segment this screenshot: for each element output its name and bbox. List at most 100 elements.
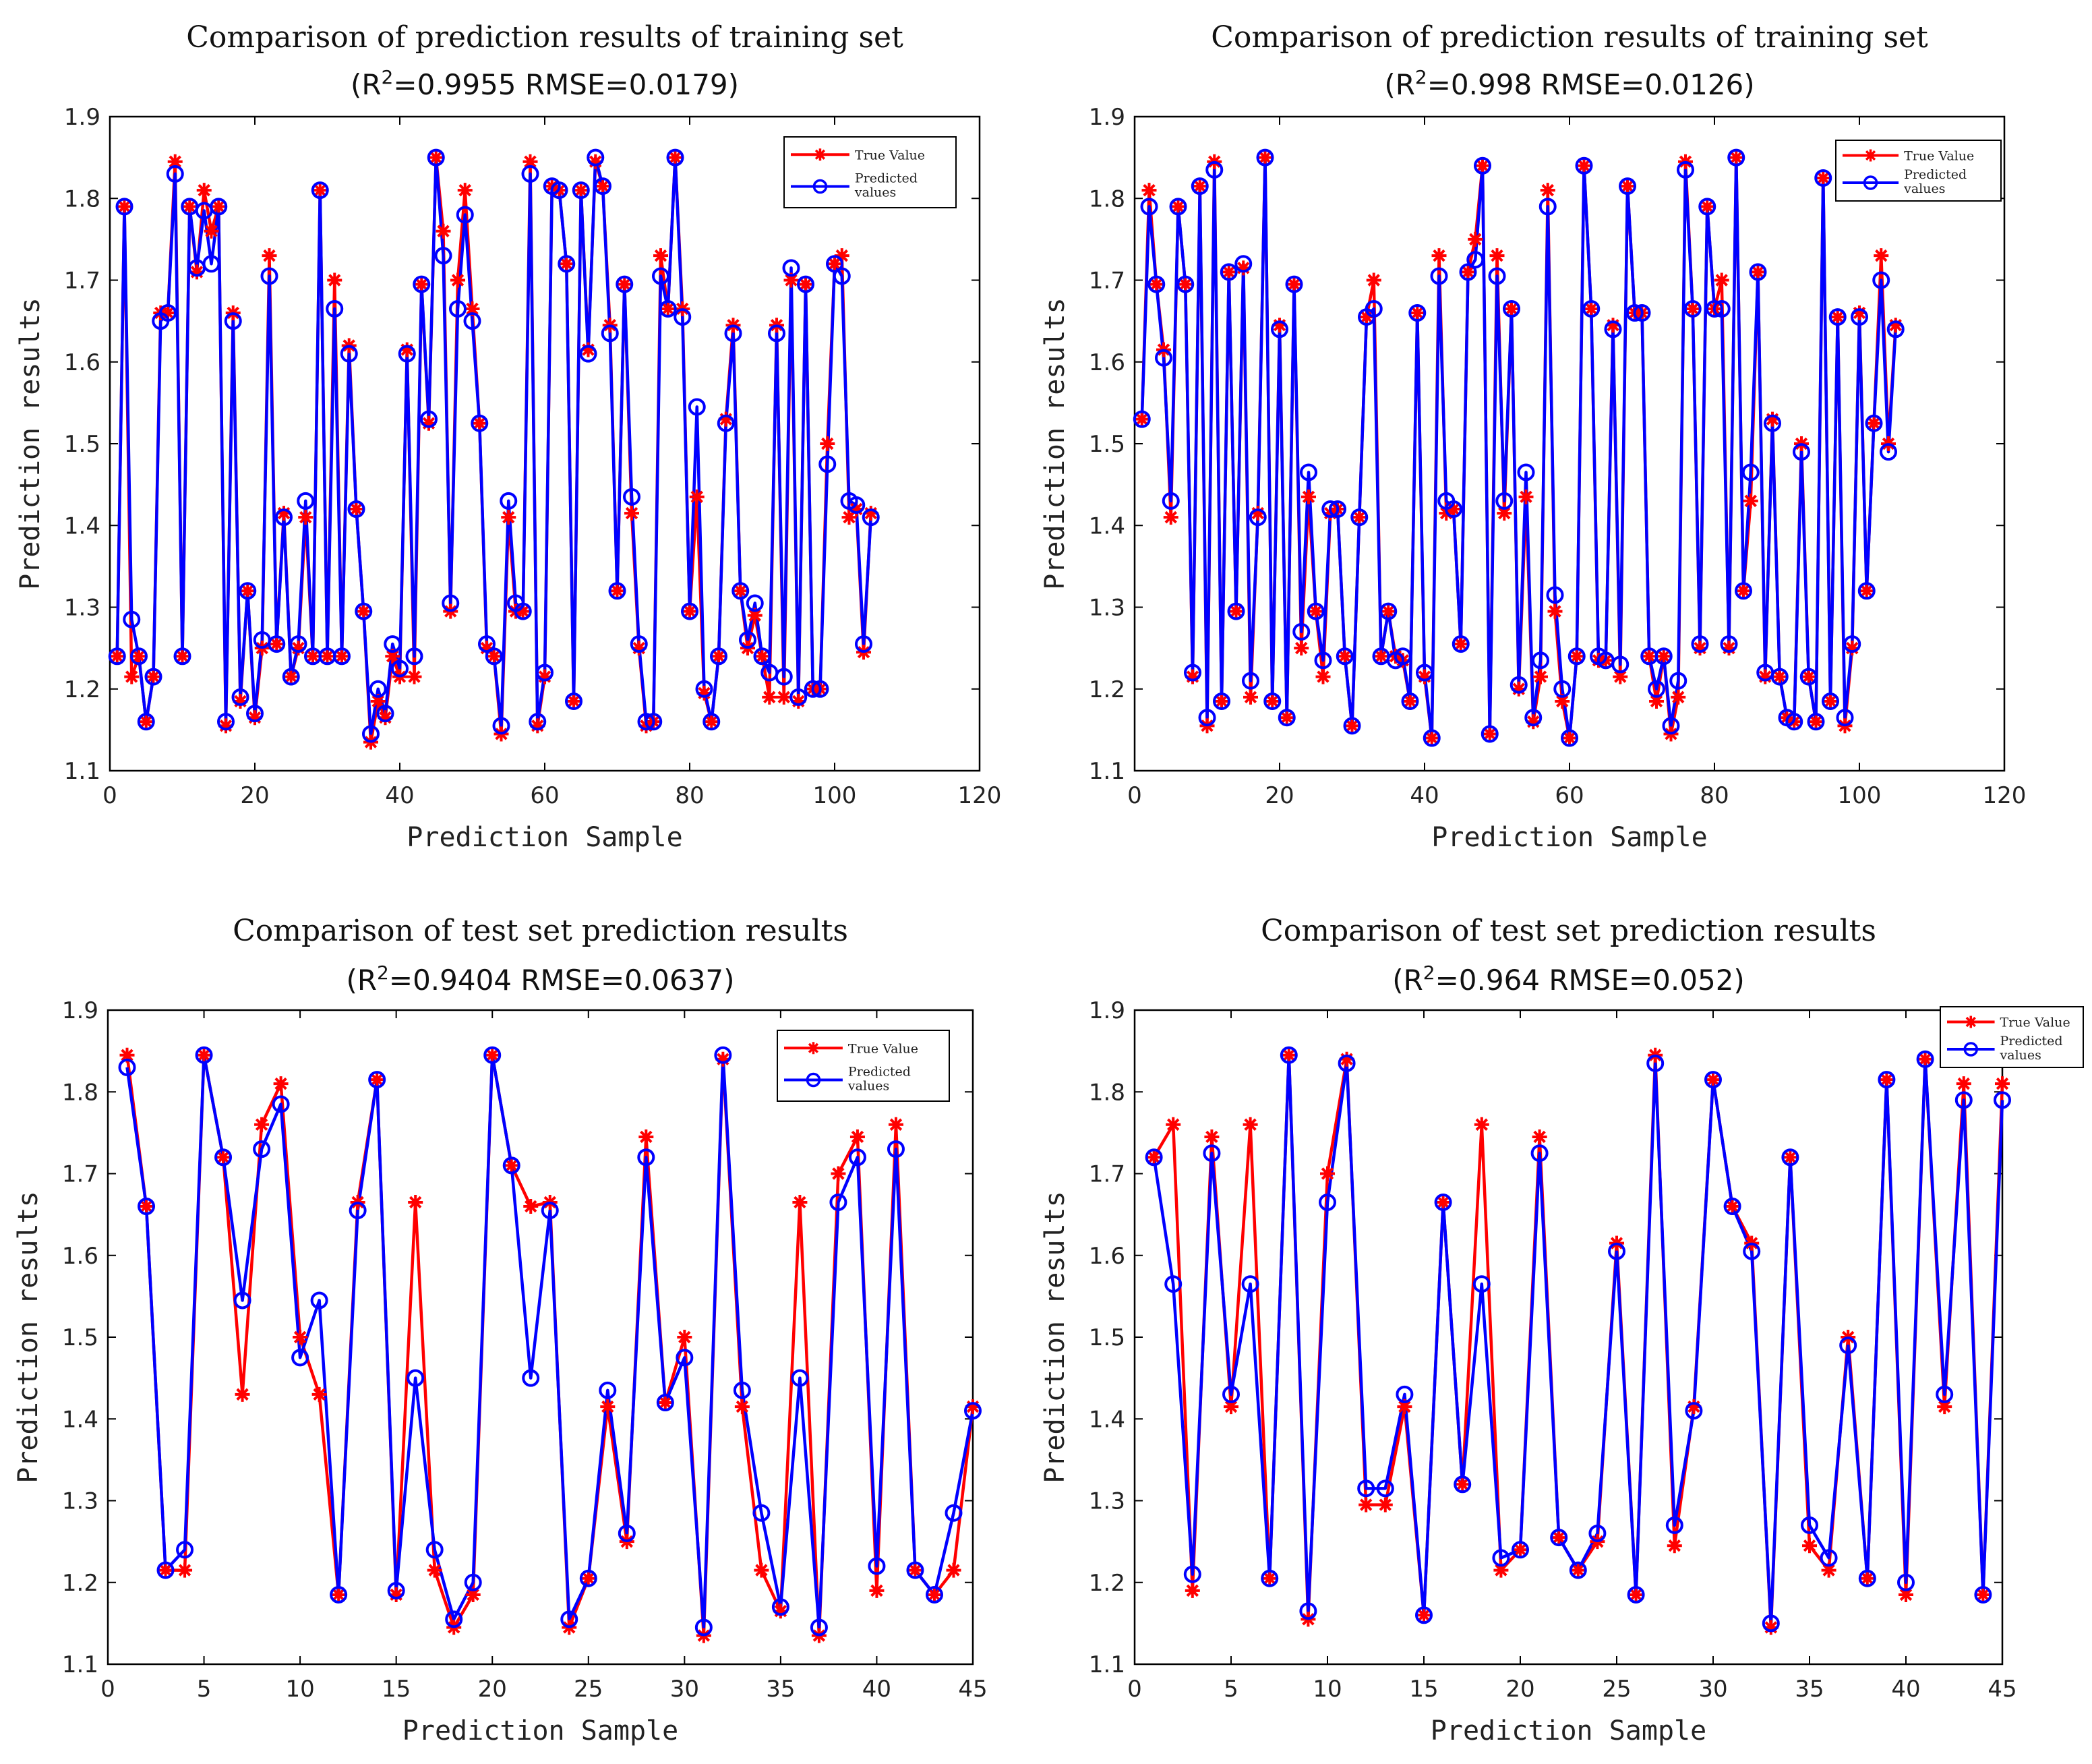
true-value-marker xyxy=(349,502,364,517)
predicted-value-marker xyxy=(1510,676,1528,694)
predicted-value-marker xyxy=(1814,169,1832,187)
true-value-marker xyxy=(428,150,444,165)
predicted-value-marker xyxy=(502,1156,520,1175)
true-value-marker xyxy=(312,183,328,198)
legend-label-predicted-values: Predicted values xyxy=(2000,1034,2063,1063)
true-value-marker xyxy=(1281,1047,1296,1063)
legend-circle-icon xyxy=(812,179,828,194)
predicted-value-marker xyxy=(1191,177,1209,196)
predicted-value-marker xyxy=(214,1148,233,1167)
predicted-value-marker xyxy=(123,610,141,628)
true-value-marker xyxy=(1555,693,1570,709)
legend-label-line: values xyxy=(854,185,896,200)
true-value-marker xyxy=(1243,689,1258,705)
true-value-marker xyxy=(1605,318,1621,333)
true-value-marker xyxy=(1540,183,1555,198)
true-value-marker xyxy=(276,506,291,521)
predicted-value-marker xyxy=(144,668,162,686)
true-value-marker xyxy=(617,276,632,292)
predicted-value-marker xyxy=(1857,582,1876,600)
true-value-marker xyxy=(1344,718,1360,734)
predicted-value-marker xyxy=(1836,709,1854,727)
true-value-marker xyxy=(1570,1562,1586,1578)
true-value-marker xyxy=(1667,1538,1682,1554)
true-value-marker xyxy=(1562,730,1577,746)
true-value-marker xyxy=(1526,714,1541,730)
predicted-value-marker xyxy=(829,1193,847,1211)
predicted-value-marker xyxy=(1234,255,1253,273)
true-value-marker xyxy=(1995,1076,2010,1092)
true-value-marker xyxy=(1576,158,1592,173)
true-value-marker xyxy=(233,693,248,709)
predicted-value-marker xyxy=(536,664,554,682)
predicted-value-marker xyxy=(1396,1385,1414,1403)
x-tick-label: 100 xyxy=(813,782,857,809)
true-value-marker xyxy=(472,415,487,431)
true-value-marker xyxy=(1845,641,1860,656)
chart-panel-3: Comparison of test set prediction result… xyxy=(13,914,988,1746)
true-value-marker xyxy=(408,1194,423,1210)
subtitle-prefix: (R xyxy=(351,68,382,101)
predicted-value-marker xyxy=(782,259,800,277)
legend-label-predicted-values: Predicted values xyxy=(854,171,918,200)
true-value-marker xyxy=(1649,693,1664,709)
predicted-value-marker xyxy=(246,705,264,723)
legend-label-line: Predicted xyxy=(848,1065,911,1080)
predicted-value-marker xyxy=(391,659,409,678)
predicted-value-marker xyxy=(233,1291,251,1310)
predicted-value-marker xyxy=(848,1148,866,1167)
true-value-marker xyxy=(1272,318,1287,333)
predicted-value-marker xyxy=(420,410,438,428)
subtitle-superscript: 2 xyxy=(377,962,389,984)
true-value-marker xyxy=(421,415,436,431)
y-tick-label: 1.9 xyxy=(1089,104,1125,131)
predicted-value-marker xyxy=(1147,275,1166,293)
true-value-marker xyxy=(588,154,603,169)
predicted-value-marker xyxy=(608,582,626,600)
predicted-value-marker xyxy=(906,1561,924,1579)
predicted-value-marker xyxy=(1677,160,1694,179)
legend-box xyxy=(777,1030,950,1102)
predicted-value-marker xyxy=(637,713,655,731)
predicted-value-marker xyxy=(1241,1275,1259,1293)
true-value-marker xyxy=(580,1570,596,1586)
predicted-value-marker xyxy=(1329,500,1346,518)
y-axis-label: Prediction results xyxy=(15,297,46,589)
true-value-marker xyxy=(1221,264,1236,280)
predicted-value-marker xyxy=(1512,1541,1529,1559)
x-tick-label: 120 xyxy=(958,782,1002,809)
true-value-marker xyxy=(834,248,849,264)
true-value-marker xyxy=(293,1330,308,1345)
predicted-value-marker xyxy=(637,1148,655,1167)
y-tick-label: 1.6 xyxy=(1089,1243,1125,1270)
predicted-value-marker xyxy=(1263,692,1282,710)
y-tick-label: 1.9 xyxy=(62,997,98,1024)
predicted-value-marker xyxy=(1365,299,1383,318)
x-tick-label: 35 xyxy=(1795,1676,1824,1703)
true-value-marker xyxy=(1468,231,1483,247)
x-tick-label: 45 xyxy=(958,1676,987,1703)
predicted-value-marker xyxy=(1394,647,1412,666)
true-value-marker xyxy=(1435,1194,1451,1210)
true-value-marker xyxy=(131,649,146,664)
x-tick-label: 80 xyxy=(675,782,704,809)
true-value-marker xyxy=(327,272,342,288)
predicted-value-marker xyxy=(703,713,721,731)
subtitle-rest: =0.998 RMSE=0.0126) xyxy=(1427,68,1755,101)
true-value-marker xyxy=(138,714,154,730)
true-value-marker xyxy=(1859,1570,1875,1586)
y-tick-label: 1.4 xyxy=(62,1406,98,1433)
predicted-value-marker xyxy=(449,299,467,318)
predicted-value-marker xyxy=(1538,198,1557,216)
chart-title: Comparison of test set prediction result… xyxy=(1261,914,1876,948)
predicted-value-marker xyxy=(156,1561,175,1579)
true-value-marker xyxy=(638,1129,654,1144)
predicted-value-marker xyxy=(1897,1573,1915,1591)
predicted-value-marker xyxy=(260,267,278,285)
predicted-value-marker xyxy=(681,602,698,620)
predicted-value-marker xyxy=(529,713,547,731)
true-value-marker xyxy=(1339,1051,1354,1067)
predicted-value-marker xyxy=(326,299,344,318)
predicted-value-marker xyxy=(1793,443,1810,461)
predicted-value-marker xyxy=(1974,1585,1992,1604)
